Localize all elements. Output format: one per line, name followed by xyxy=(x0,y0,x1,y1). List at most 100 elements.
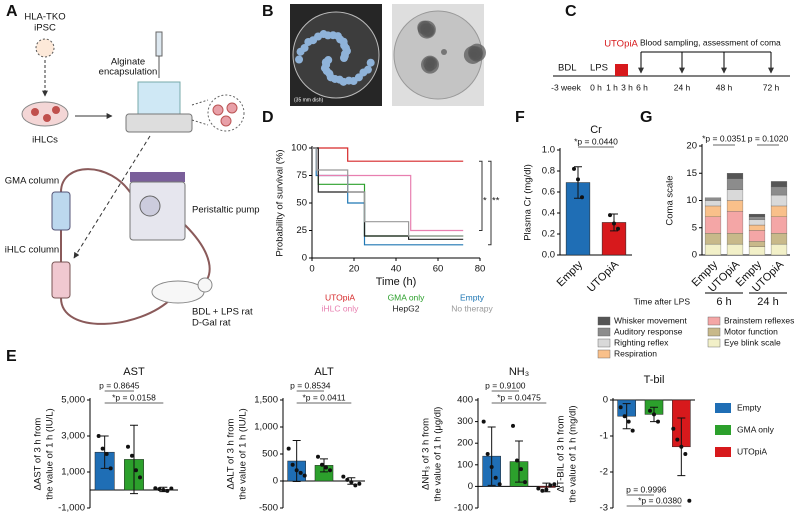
y-tick-label: 0 xyxy=(302,253,307,264)
bar-segment xyxy=(748,219,766,226)
y-tick-label: 5,000 xyxy=(61,395,85,406)
y-tick-label: 0 xyxy=(692,250,697,261)
legend-swatch xyxy=(597,338,611,348)
y-tick-label: 0.8 xyxy=(542,166,555,177)
blob xyxy=(463,45,482,64)
x-tick-label: 80 xyxy=(475,264,486,275)
x-tick-label: 0 xyxy=(309,264,314,275)
legend-swatch xyxy=(715,425,731,435)
data-point xyxy=(540,488,545,493)
data-point xyxy=(324,465,328,470)
pump-rotor xyxy=(139,195,161,217)
p-value: p = 0.9996 xyxy=(626,484,667,494)
data-point xyxy=(683,452,688,456)
y-tick-label: 1,000 xyxy=(61,467,85,478)
bar-segment xyxy=(770,205,788,217)
p-value: p = 0.8534 xyxy=(290,380,331,390)
data-point xyxy=(320,462,324,467)
data-point xyxy=(290,462,295,467)
cell-source: iPSC xyxy=(34,23,56,34)
bar-segment xyxy=(748,230,766,242)
data-point xyxy=(165,488,170,493)
chart-title: ALT xyxy=(314,366,334,378)
data-point xyxy=(169,486,174,491)
bar-segment xyxy=(748,213,766,217)
y-tick-label: 0.6 xyxy=(542,187,555,198)
y-tick-label: 100 xyxy=(291,143,307,154)
bar-segment xyxy=(748,224,766,231)
pump-label: Peristaltic pump xyxy=(192,205,260,216)
tube xyxy=(60,297,173,325)
tube xyxy=(184,224,211,283)
data-point xyxy=(675,437,680,442)
cell xyxy=(52,106,60,114)
data-point xyxy=(679,444,684,449)
x-axis-label: Time (h) xyxy=(376,276,417,288)
time: 48 h xyxy=(716,82,733,92)
legend-swatch xyxy=(597,349,611,359)
p-value: *p = 0.0351 xyxy=(702,133,746,143)
capsule xyxy=(336,35,345,44)
bar-segment xyxy=(770,186,788,196)
data-point xyxy=(316,454,320,459)
data-point xyxy=(357,481,362,486)
chart-title: AST xyxy=(123,366,145,378)
p-value: p = 0.1020 xyxy=(748,133,789,143)
data-point xyxy=(515,458,519,463)
model-label: D-Gal rat xyxy=(192,318,231,329)
y-tick-label: -1 xyxy=(600,431,608,442)
data-point xyxy=(345,477,350,482)
y-axis-label: the value of 1 h (IU/L) xyxy=(238,408,249,499)
error-bar xyxy=(487,426,496,486)
data-point xyxy=(104,452,109,456)
data-point xyxy=(652,412,656,417)
bar-segment xyxy=(726,189,744,201)
blob xyxy=(423,26,434,37)
ihlc-column xyxy=(51,261,71,299)
rat-head xyxy=(197,277,213,293)
y-tick-label: 1,000 xyxy=(254,422,278,433)
time: -3 week xyxy=(551,82,582,92)
data-point xyxy=(294,468,299,473)
time: 6 h xyxy=(636,82,648,92)
y-tick-label: 100 xyxy=(457,459,473,470)
significance: * xyxy=(483,195,487,206)
data-point xyxy=(286,446,291,451)
error-bar xyxy=(515,440,523,483)
data-point xyxy=(519,467,523,472)
y-tick-label: 20 xyxy=(686,141,697,152)
legend-swatch xyxy=(597,327,611,337)
y-axis-label: ΔALT of 3 h from xyxy=(226,418,237,489)
y-tick-label: 0.2 xyxy=(542,229,555,240)
capsule xyxy=(323,31,332,40)
x-tick-label: UTOpiA xyxy=(585,258,621,294)
data-point xyxy=(153,486,158,491)
capsule xyxy=(309,36,318,45)
dish xyxy=(292,11,380,99)
y-tick-label: 0 xyxy=(273,476,278,487)
panel-c: BDL LPS UTOpiA Blood sampling, assessmen… xyxy=(551,37,790,92)
arrow xyxy=(73,135,151,259)
stirrer xyxy=(125,113,193,133)
legend-entry: UTOpiA xyxy=(737,446,767,456)
data-point xyxy=(548,483,553,488)
capsule xyxy=(325,69,334,78)
data-point xyxy=(608,213,612,218)
data-point xyxy=(302,473,307,478)
treatment-box xyxy=(615,64,628,76)
legend-entry: GMA only xyxy=(737,424,775,434)
group-label: 6 h xyxy=(716,296,731,308)
bar-segment xyxy=(748,241,766,247)
bar-segment xyxy=(748,216,766,220)
y-tick-label: -500 xyxy=(259,503,278,514)
legend-entry: GMA only xyxy=(388,292,426,302)
capsule xyxy=(359,68,368,77)
panel-label: G xyxy=(640,109,652,126)
ipsc-icon xyxy=(35,38,55,58)
photo-note: (35 mm dish) xyxy=(294,97,324,103)
bar-segment xyxy=(726,211,744,234)
data-point xyxy=(353,483,358,488)
syringe xyxy=(155,31,163,57)
y-tick-label: 200 xyxy=(457,438,473,449)
